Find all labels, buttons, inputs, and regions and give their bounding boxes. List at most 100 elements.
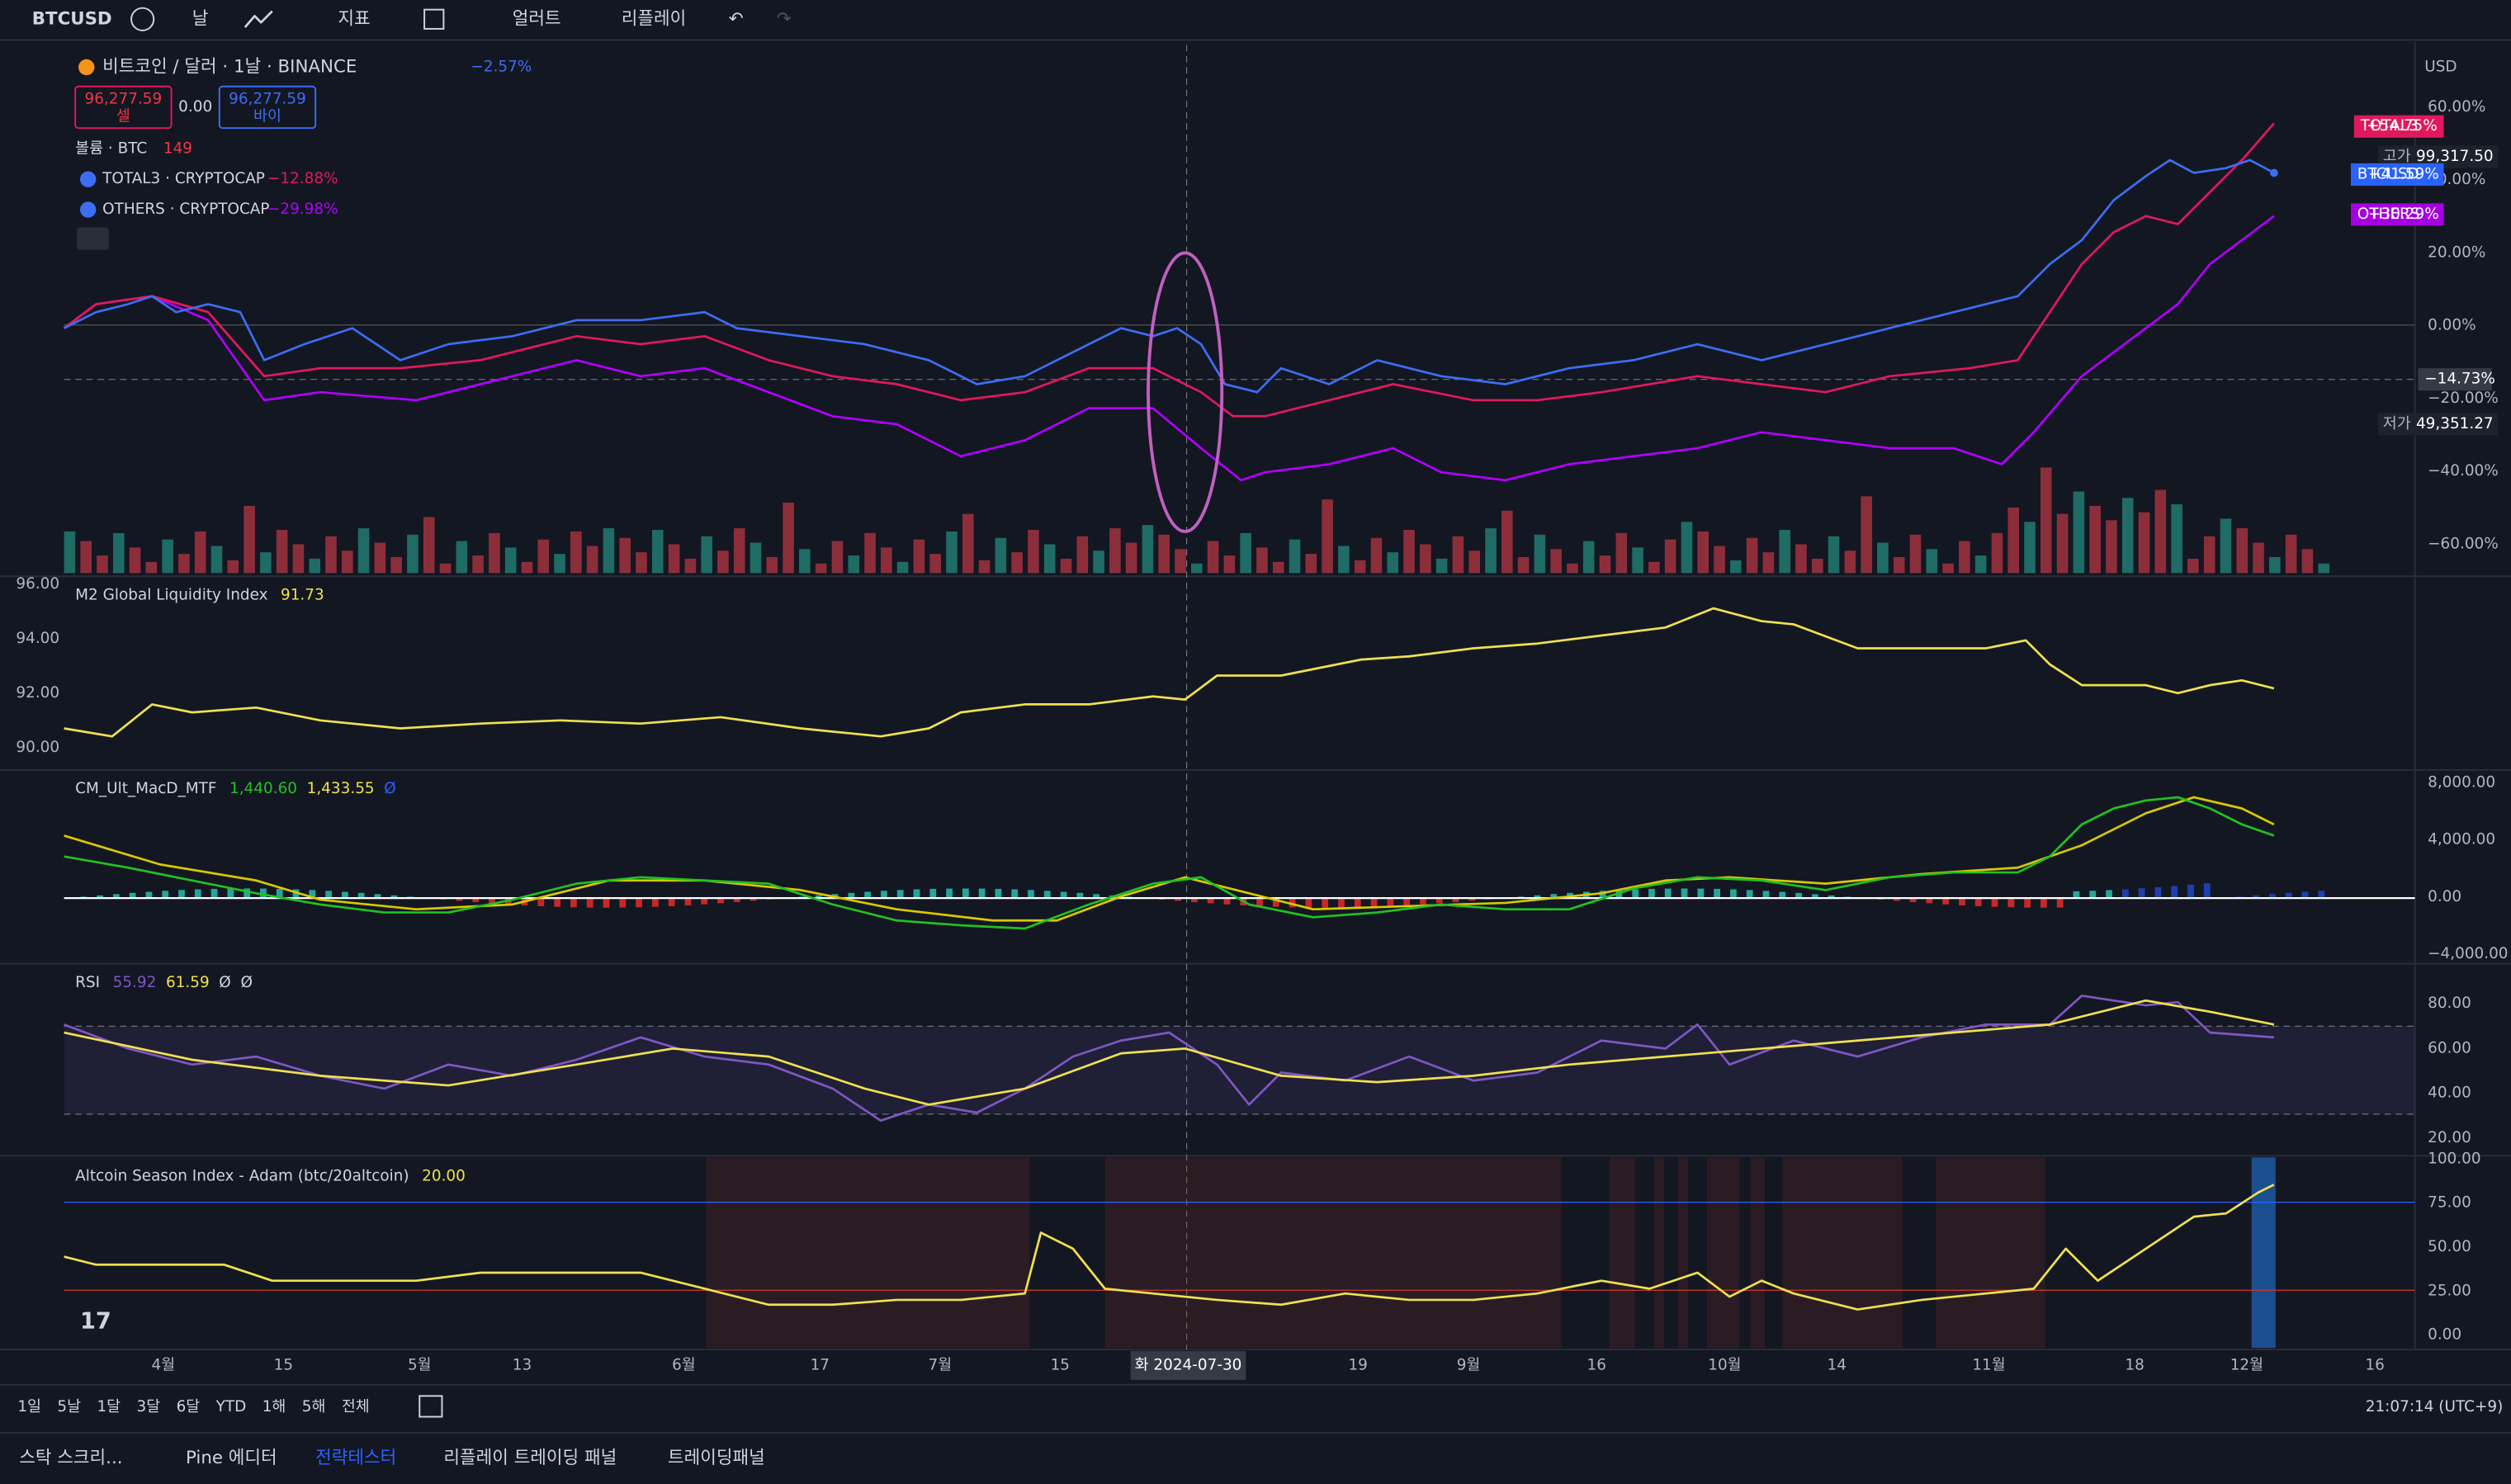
volume-bar [2024,522,2036,574]
volume-bar [2285,534,2297,574]
range-button[interactable]: 전체 [342,1398,370,1415]
histogram-bar [848,892,855,899]
redo[interactable]: ↷ [777,8,792,29]
histogram-bar [357,892,365,899]
volume-bar [244,505,255,574]
btcusd-tag [2350,163,2444,186]
crosshair-date-tag [1130,1351,1246,1380]
pane-axis-label: 40.00 [2428,1085,2471,1102]
layouts[interactable] [423,8,445,30]
spread: 0.00 [178,98,212,116]
volume-bar [1877,542,1889,574]
pane-value: 91.73 [281,587,324,604]
replay[interactable]: 리플레이 [622,8,687,29]
histogram-bar [1550,894,1558,899]
histogram-bar [472,898,480,902]
buy-button[interactable] [218,85,317,130]
tv-logo: 17 [80,1309,111,1335]
volume-bar [2171,503,2182,574]
tab[interactable]: 전략테스터 [315,1448,396,1468]
tab[interactable]: Pine 에디터 [186,1448,277,1468]
volume-bar [521,561,533,574]
range-button[interactable]: 3달 [137,1398,161,1415]
macd-histogram [80,883,2325,908]
range-button[interactable]: 5날 [57,1398,81,1415]
volume-bar [1991,532,2003,574]
btc-icon [78,59,95,76]
histogram-bar [1207,898,1214,904]
volume-bar [1060,558,1072,574]
range-button[interactable]: 1달 [97,1398,121,1415]
m2-line [64,607,2275,738]
sell-price[interactable]: 96,277.59 [85,90,163,107]
add-symbol[interactable] [130,7,155,31]
histogram-bar [1272,898,1279,907]
altcoin-line [64,1184,2275,1311]
volume-bar [2236,528,2249,574]
buy-label[interactable]: 바이 [253,108,281,125]
range-button[interactable]: 1일 [17,1398,41,1415]
volume-bar [1550,549,1562,574]
volume-bar [456,541,468,574]
histogram-bar [1322,898,1329,908]
undo[interactable]: ↶ [729,8,744,29]
volume-bar [1681,522,1693,574]
histogram-bar [1648,888,1655,899]
tab[interactable]: 트레이딩패널 [668,1448,765,1468]
rsi-band [64,1026,2415,1114]
interval[interactable]: 날 [192,8,209,29]
sell-button[interactable] [74,85,173,130]
histogram-bar [1076,892,1084,899]
volume-bar [1223,555,1236,574]
range-button[interactable]: 5해 [302,1398,326,1415]
histogram-bar [2318,891,2325,899]
total3-tag-value: +54.75% [2367,117,2438,135]
range-button[interactable]: 6달 [177,1398,201,1415]
range-button[interactable]: 1해 [262,1398,286,1415]
tab[interactable]: 스탁 스크리... [19,1448,122,1468]
indicators[interactable]: 지표 [338,8,370,29]
volume-bar [2301,549,2314,574]
volume-bar [2269,556,2281,574]
volume-bar [1567,563,1578,574]
currency[interactable]: USD [2424,58,2457,75]
histogram-bar [733,898,740,902]
alerts[interactable]: 얼러트 [513,8,561,29]
date-range-button[interactable] [418,1395,443,1418]
others-line [63,215,2275,482]
sell-label[interactable]: 셀 [116,108,130,125]
volume-bar [864,532,876,574]
histogram-bar [2089,891,2097,899]
tab-list: 스탁 스크리... Pine 에디터 전략테스터 리플레이 트레이딩 패널 트레이딩패널 [19,1448,764,1468]
price-axis-label: −60.00% [2428,535,2499,552]
volume-bar [1959,541,1970,574]
volume-bar [210,546,223,574]
histogram-bar [2187,884,2194,899]
histogram-bar [750,898,757,901]
histogram-bar [815,895,822,899]
histogram-bar [1714,888,1721,899]
pane-axis-label: 94.00 [16,630,59,647]
btcusd-tag-name: BTCUSD [2357,165,2419,182]
chart-style[interactable] [244,10,273,28]
collapse-legend[interactable] [77,227,109,250]
pane-value: Ø [240,974,253,991]
volume-bar [586,546,598,574]
histogram-bar [896,890,904,899]
volume-bar [1909,534,1922,574]
tab[interactable]: 리플레이 트레이딩 패널 [443,1448,617,1468]
volume-bar [651,530,664,574]
histogram-bar [1681,888,1688,899]
histogram-bar [97,895,103,899]
range-button[interactable]: YTD [215,1398,247,1415]
symbol[interactable]: BTCUSD [32,8,112,29]
buy-price[interactable]: 96,277.59 [229,90,306,107]
volume-bar [423,517,435,574]
volume-bar [929,554,941,574]
volume-bar [1158,534,1170,574]
pane-value: 1,440.60 [229,780,297,797]
histogram-bar [1926,898,1933,904]
pane-axis-label: 60.00 [2428,1039,2471,1056]
histogram-bar [1828,895,1835,899]
crosshair-date: 화 2024-07-30 [1135,1356,1242,1373]
